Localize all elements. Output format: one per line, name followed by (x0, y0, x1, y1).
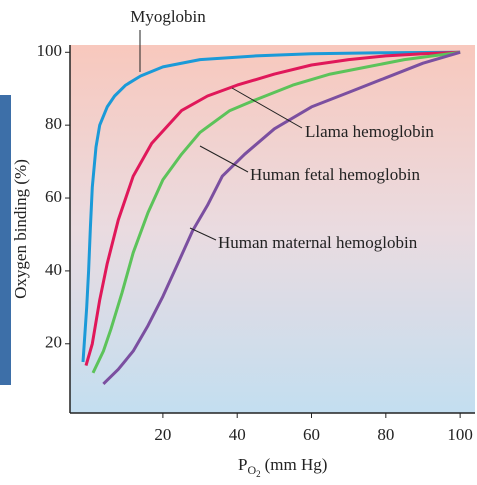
y-tick-label: 20 (45, 333, 62, 352)
leader-line (189, 227, 217, 241)
x-label-subsub: 2 (256, 469, 261, 479)
y-tick-label: 100 (37, 41, 63, 60)
y-tick-label: 40 (45, 260, 62, 279)
x-label-unit: (mm Hg) (265, 455, 328, 474)
x-tick-label: 100 (447, 425, 473, 444)
x-tick-label: 40 (229, 425, 246, 444)
x-tick-label: 80 (377, 425, 394, 444)
curve-label: Human maternal hemoglobin (218, 233, 418, 252)
y-tick-label: 60 (45, 187, 62, 206)
x-label-p: P (238, 455, 247, 474)
x-tick-label: 20 (154, 425, 171, 444)
x-tick-label: 60 (303, 425, 320, 444)
x-label-sub: O (247, 463, 256, 477)
y-tick-label: 80 (45, 114, 62, 133)
curve-label: Human fetal hemoglobin (250, 165, 420, 184)
curve (81, 50, 461, 363)
leader-line (199, 145, 249, 173)
plot-background (70, 45, 475, 413)
leader-line (231, 87, 303, 129)
curve (84, 50, 461, 367)
photo-strip (0, 95, 11, 385)
curve (102, 50, 461, 385)
x-axis-label: PO2 (mm Hg) (238, 455, 327, 479)
curve-label: Llama hemoglobin (305, 122, 434, 141)
curve (91, 50, 461, 374)
curve-label: Myoglobin (130, 7, 206, 26)
y-axis-label: Oxygen binding (%) (11, 159, 30, 299)
